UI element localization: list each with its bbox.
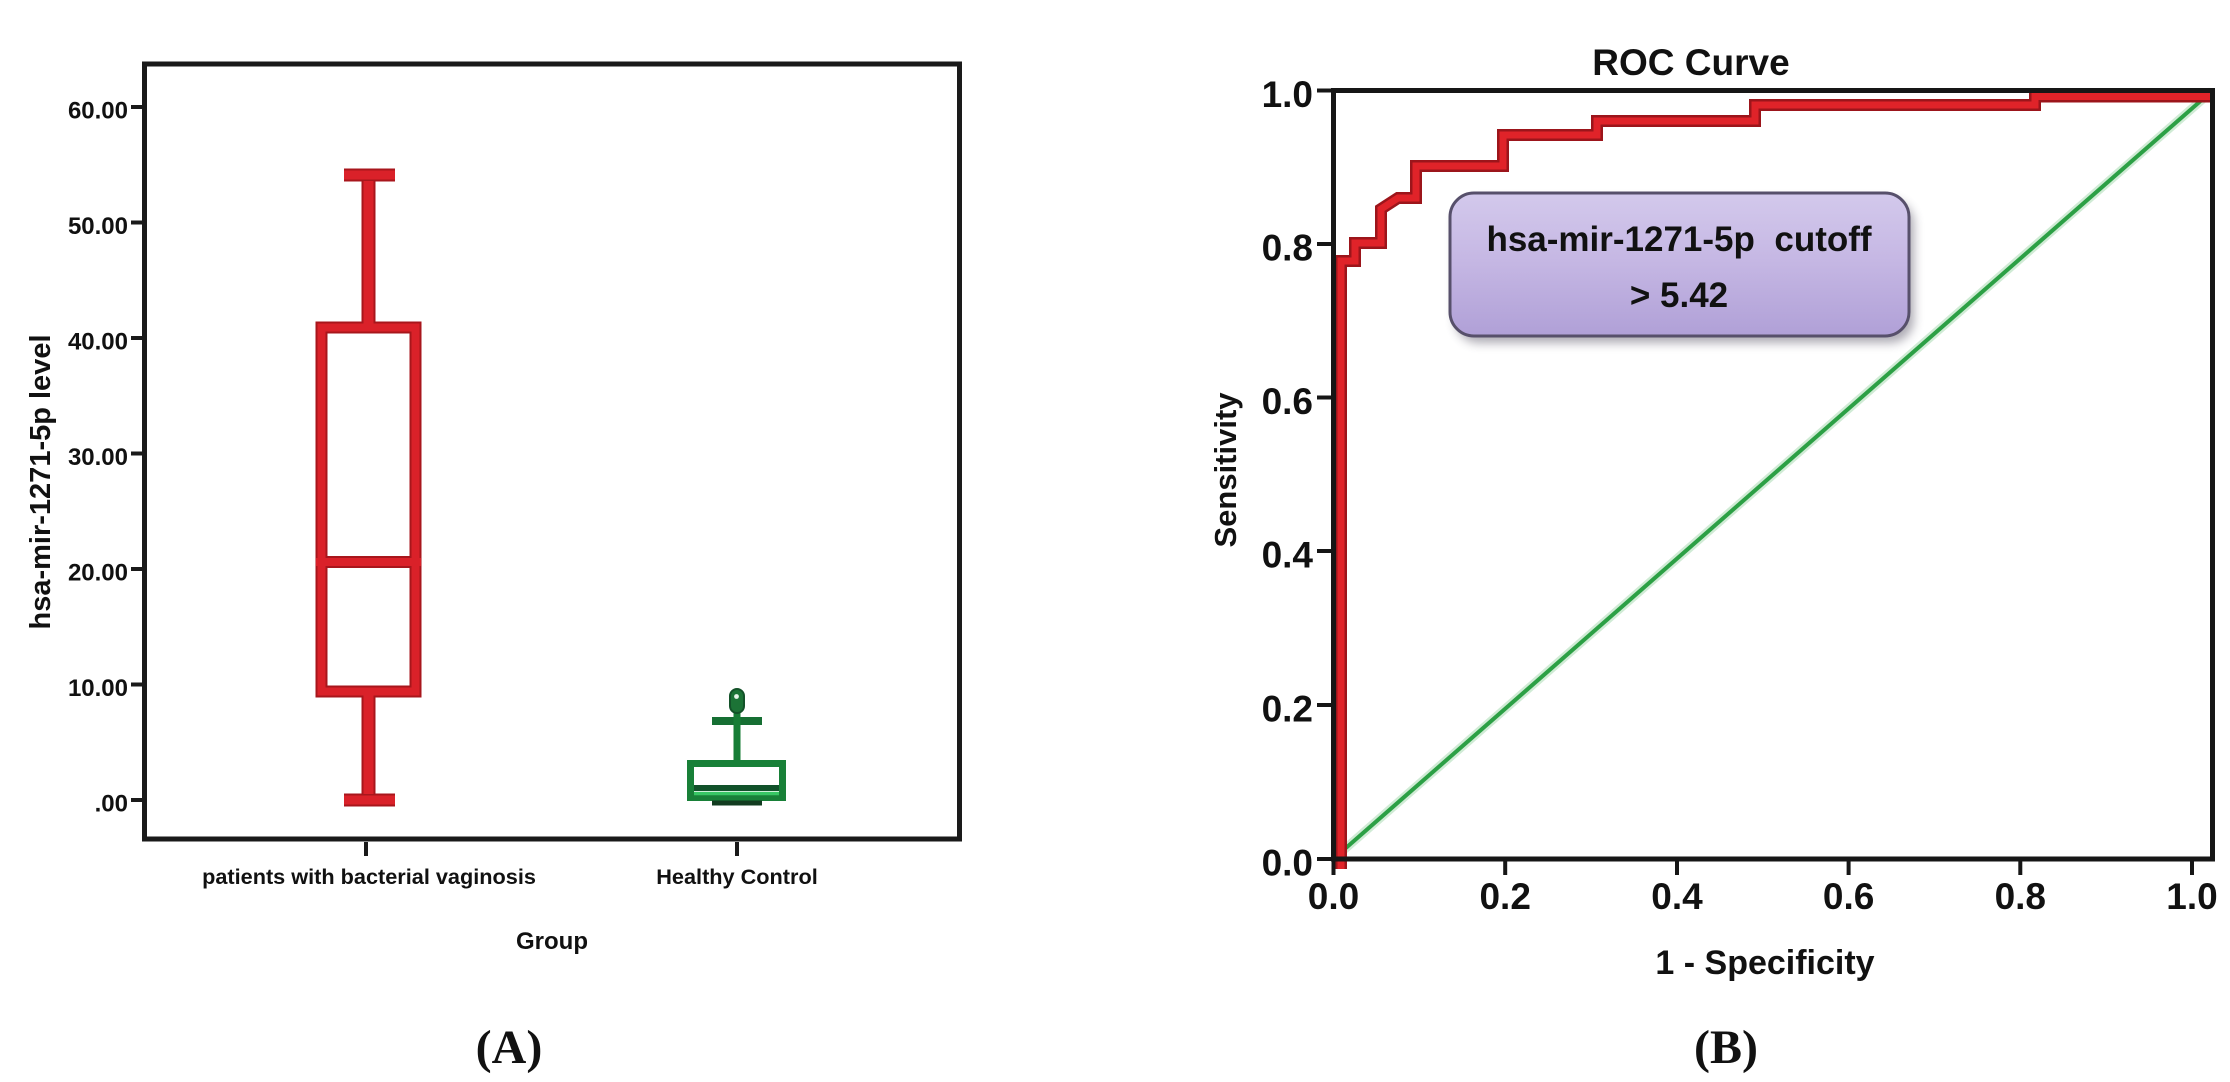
- svg-text:0.6: 0.6: [1262, 381, 1313, 422]
- svg-text:patients with bacterial vagino: patients with bacterial vaginosis: [202, 864, 536, 889]
- svg-text:20.00: 20.00: [68, 560, 128, 587]
- svg-text:0.4: 0.4: [1651, 876, 1703, 917]
- svg-text:30.00: 30.00: [68, 444, 128, 471]
- svg-text:> 5.42: > 5.42: [1630, 276, 1728, 315]
- svg-text:(B): (B): [1694, 1021, 1758, 1074]
- svg-text:0.6: 0.6: [1823, 876, 1874, 917]
- svg-text:0.2: 0.2: [1479, 876, 1530, 917]
- svg-text:hsa-mir-1271-5p cutoff: hsa-mir-1271-5p cutoff: [1486, 220, 1871, 259]
- svg-text:Group: Group: [516, 928, 588, 955]
- svg-text:10.00: 10.00: [68, 675, 128, 702]
- svg-text:0.2: 0.2: [1262, 689, 1313, 730]
- svg-text:(A): (A): [476, 1021, 543, 1074]
- svg-text:hsa-mir-1271-5p level: hsa-mir-1271-5p level: [25, 335, 57, 630]
- svg-text:ROC Curve: ROC Curve: [1592, 42, 1789, 83]
- svg-text:60.00: 60.00: [68, 98, 128, 125]
- svg-text:1 - Specificity: 1 - Specificity: [1655, 944, 1874, 982]
- svg-text:0.0: 0.0: [1262, 843, 1313, 884]
- svg-text:0.4: 0.4: [1262, 535, 1314, 576]
- svg-text:0.0: 0.0: [1308, 876, 1359, 917]
- svg-text:Healthy Control: Healthy Control: [656, 864, 817, 889]
- svg-text:0.8: 0.8: [1995, 876, 2046, 917]
- svg-text:.00: .00: [95, 791, 128, 818]
- svg-text:40.00: 40.00: [68, 329, 128, 356]
- svg-text:0.8: 0.8: [1262, 228, 1313, 269]
- svg-text:50.00: 50.00: [68, 213, 128, 240]
- svg-text:1.0: 1.0: [2166, 876, 2217, 917]
- svg-text:Sensitivity: Sensitivity: [1208, 392, 1243, 548]
- svg-text:1.0: 1.0: [1262, 74, 1313, 115]
